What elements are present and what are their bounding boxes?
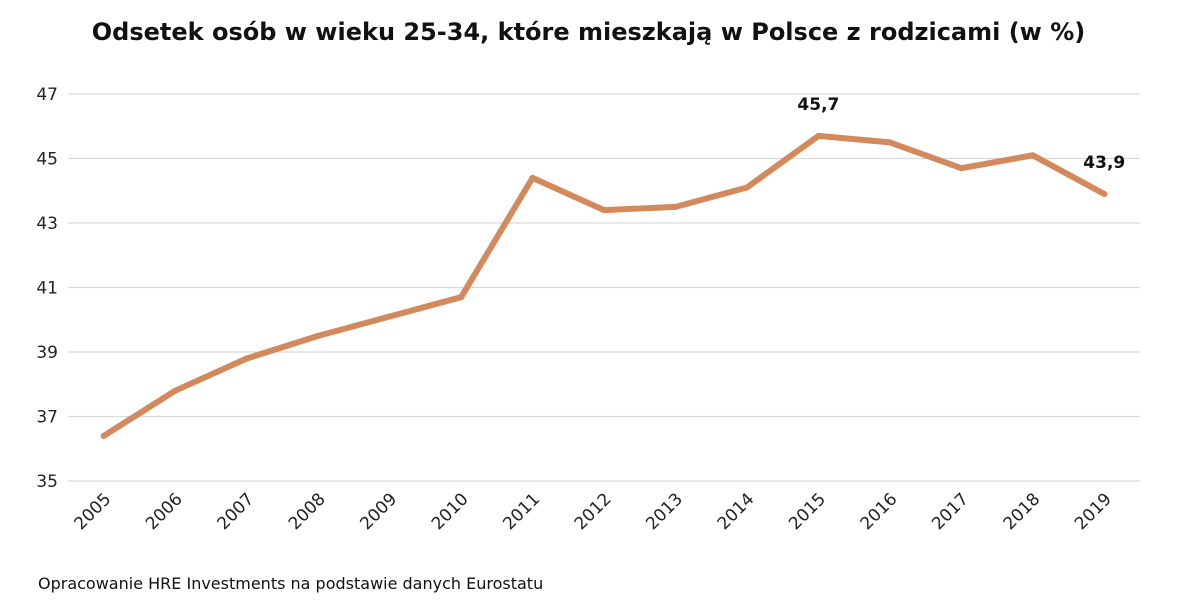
data-point: [172, 387, 179, 394]
y-tick-label: 37: [36, 408, 58, 428]
x-axis-ticks: 2005 2006 2007 2008 2009 2010 2011 2012 2013 2014…: [71, 489, 1116, 534]
data-labels: 45,7 43,9: [797, 95, 1125, 173]
data-point: [1101, 190, 1108, 197]
data-point: [458, 294, 465, 301]
x-tick-label: 2017: [928, 489, 973, 534]
data-point: [672, 203, 679, 210]
x-tick-label: 2012: [571, 489, 616, 534]
x-tick-label: 2005: [71, 489, 116, 534]
data-point: [100, 432, 107, 439]
y-tick-label: 41: [36, 279, 58, 299]
x-tick-label: 2018: [1000, 489, 1045, 534]
chart-title: Odsetek osób w wieku 25-34, które mieszk…: [91, 18, 1086, 46]
data-point: [243, 355, 250, 362]
x-tick-label: 2019: [1071, 489, 1116, 534]
x-tick-label: 2015: [785, 489, 830, 534]
data-point: [815, 132, 822, 139]
source-note: Opracowanie HRE Investments na podstawie…: [38, 574, 544, 593]
data-point: [743, 184, 750, 191]
x-tick-label: 2008: [285, 489, 330, 534]
x-tick-label: 2014: [714, 489, 759, 534]
x-tick-label: 2010: [428, 489, 473, 534]
gridlines: [68, 93, 1140, 482]
series-layer: [100, 132, 1108, 439]
x-tick-label: 2009: [356, 489, 401, 534]
y-tick-label: 35: [36, 472, 58, 492]
y-axis-ticks: 35 37 39 41 43 45 47: [36, 85, 58, 492]
data-point: [886, 139, 893, 146]
data-point: [958, 165, 965, 172]
data-point: [386, 313, 393, 320]
data-label: 43,9: [1083, 153, 1125, 173]
data-label: 45,7: [797, 95, 839, 115]
y-tick-label: 47: [36, 85, 58, 105]
x-tick-label: 2007: [213, 489, 258, 534]
y-tick-label: 39: [36, 343, 58, 363]
data-point: [601, 207, 607, 214]
x-tick-label: 2011: [499, 489, 544, 534]
x-tick-label: 2016: [857, 489, 902, 534]
series-line: [100, 132, 1108, 439]
y-tick-label: 43: [36, 214, 58, 234]
data-point: [315, 332, 322, 339]
x-tick-label: 2013: [642, 489, 687, 534]
data-point: [529, 174, 536, 181]
y-tick-label: 45: [36, 150, 58, 170]
x-tick-label: 2006: [142, 489, 187, 534]
data-point: [1029, 152, 1036, 159]
